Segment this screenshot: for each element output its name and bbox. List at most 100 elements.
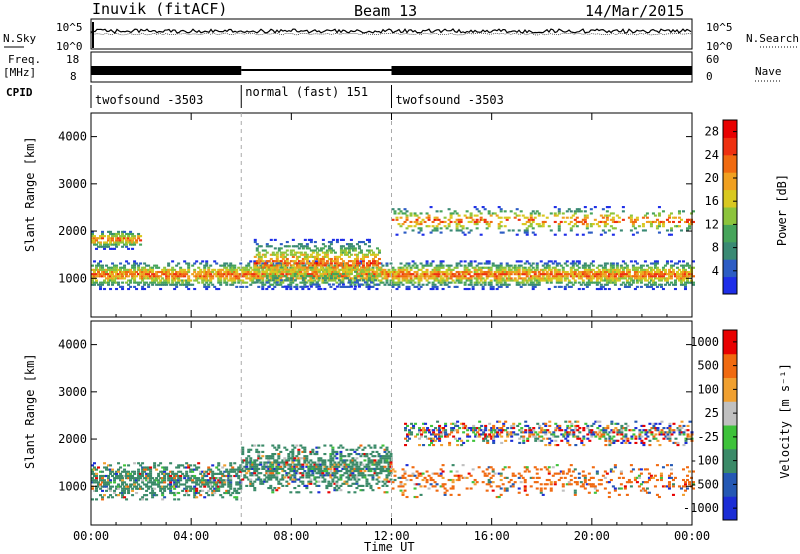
echo-cell <box>291 461 294 463</box>
echo-cell <box>482 277 485 279</box>
echo-cell <box>338 283 341 285</box>
freq-bar-2 <box>241 69 391 71</box>
echo-cell <box>153 488 156 490</box>
echo-cell <box>628 269 631 271</box>
echo-cell <box>211 494 214 496</box>
echo-cell <box>346 254 349 256</box>
echo-cell <box>542 223 545 225</box>
echo-cell <box>261 455 264 457</box>
echo-cell <box>99 494 102 496</box>
echo-cell <box>490 267 493 269</box>
echo-cell <box>107 496 110 498</box>
echo-cell <box>614 284 617 286</box>
echo-cell <box>504 210 507 212</box>
echo-cell <box>271 284 274 286</box>
echo-cell <box>139 282 142 284</box>
echo-cell <box>372 275 375 277</box>
echo-cell <box>306 269 309 271</box>
echo-cell <box>624 284 627 286</box>
echo-cell <box>440 210 443 212</box>
echo-cell <box>363 470 366 472</box>
echo-cell <box>276 252 279 254</box>
echo-cell <box>221 275 224 277</box>
echo-cell <box>133 269 136 271</box>
echo-cell <box>381 265 384 267</box>
echo-cell <box>488 260 491 262</box>
echo-cell <box>303 265 306 267</box>
echo-cell <box>640 279 643 281</box>
echo-cell <box>454 221 457 223</box>
echo-cell <box>296 258 299 260</box>
echo-cell <box>115 288 118 290</box>
echo-cell <box>131 494 134 496</box>
echo-cell <box>211 471 214 473</box>
echo-cell <box>464 282 467 284</box>
echo-cell <box>199 273 202 275</box>
echo-cell <box>666 262 669 264</box>
echo-cell <box>378 262 381 264</box>
echo-cell <box>185 481 188 483</box>
echo-cell <box>131 490 134 492</box>
echo-cell <box>598 282 601 284</box>
echo-cell <box>279 483 282 485</box>
echo-cell <box>307 476 310 478</box>
echo-cell <box>161 498 164 500</box>
echo-cell <box>207 494 210 496</box>
echo-cell <box>319 457 322 459</box>
echo-cell <box>141 498 144 500</box>
echo-cell <box>670 275 673 277</box>
echo-cell <box>117 233 120 235</box>
echo-cell <box>656 286 659 288</box>
echo-cell <box>159 462 162 464</box>
echo-cell <box>336 258 339 260</box>
echo-cell <box>127 492 130 494</box>
echo-cell <box>141 279 144 281</box>
echo-cell <box>347 491 350 493</box>
echo-cell <box>209 488 212 490</box>
echo-cell <box>494 273 497 275</box>
echo-cell <box>332 249 335 251</box>
echo-cell <box>309 464 312 466</box>
echo-cell <box>350 286 353 288</box>
echo-cell <box>518 271 521 273</box>
echo-cell <box>159 288 162 290</box>
echo-cell <box>261 451 264 453</box>
echo-cell <box>197 282 200 284</box>
echo-cell <box>664 271 667 273</box>
echo-cell <box>646 212 649 214</box>
echo-cell <box>247 451 250 453</box>
echo-cell <box>550 269 553 271</box>
echo-cell <box>275 476 278 478</box>
echo-cell <box>578 288 581 290</box>
echo-cell <box>334 252 337 254</box>
echo-cell <box>249 459 252 461</box>
echo-cell <box>518 229 521 231</box>
echo-cell <box>207 269 210 271</box>
echo-cell <box>337 487 340 489</box>
echo-cell <box>270 258 273 260</box>
echo-cell <box>314 269 317 271</box>
echo-cell <box>650 286 653 288</box>
echo-cell <box>564 279 567 281</box>
echo-cell <box>472 286 475 288</box>
echo-cell <box>331 481 334 483</box>
echo-cell <box>197 492 200 494</box>
echo-cell <box>412 466 415 468</box>
echo-cell <box>133 471 136 473</box>
echo-cell <box>570 269 573 271</box>
echo-cell <box>500 475 503 477</box>
echo-cell <box>544 269 547 271</box>
echo-cell <box>488 225 491 227</box>
echo-cell <box>448 219 451 221</box>
echo-cell <box>622 210 625 212</box>
echo-cell <box>361 464 364 466</box>
echo-cell <box>97 262 100 264</box>
echo-cell <box>636 286 639 288</box>
echo-cell <box>255 449 258 451</box>
echo-cell <box>420 475 423 477</box>
echo-cell <box>323 481 326 483</box>
echo-cell <box>292 256 295 258</box>
echo-cell <box>478 466 481 468</box>
echo-cell <box>343 461 346 463</box>
echo-cell <box>510 269 513 271</box>
